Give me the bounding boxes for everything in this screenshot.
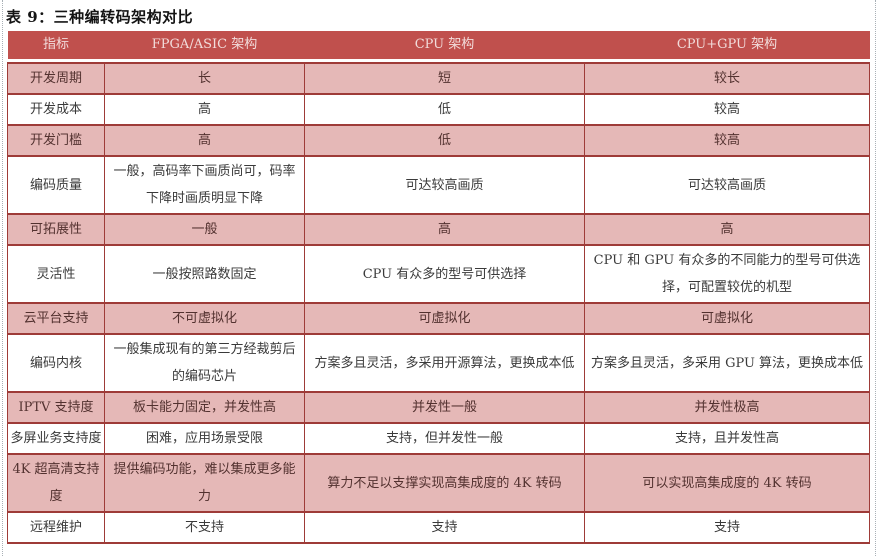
- row-label: 远程维护: [7, 511, 105, 544]
- cell-cpu-gpu: 高: [584, 213, 870, 246]
- cell-cpu: 方案多且灵活，多采用开源算法，更换成本低: [304, 333, 585, 393]
- cell-cpu: 支持: [304, 511, 585, 544]
- cell-cpu: 低: [304, 124, 585, 157]
- cell-fpga-asic: 困难，应用场景受限: [104, 422, 305, 455]
- row-label: 多屏业务支持度: [7, 422, 105, 455]
- cell-cpu-gpu: 可虚拟化: [584, 302, 870, 335]
- table-row: 灵活性 一般按照路数固定 CPU 有众多的型号可供选择 CPU 和 GPU 有众多的不…: [7, 244, 870, 304]
- table-body: 开发周期长短较长 开发成本高低较高 开发门槛高低较高 编码质量 一般，高码率下画质尚可，…: [7, 62, 870, 544]
- cell-cpu: 算力不足以支撑实现高集成度的 4K 转码: [304, 453, 585, 513]
- table-row: 4K 超高清支持度 提供编码功能，难以集成更多能力 算力不足以支撑实现高集成度的 4…: [7, 453, 870, 513]
- cell-fpga-asic: 一般按照路数固定: [104, 244, 305, 304]
- cell-cpu-gpu: 并发性极高: [584, 391, 870, 424]
- page-right-edge-line: [875, 0, 876, 556]
- header-gap-cell: [7, 59, 870, 63]
- cell-cpu: 高: [304, 213, 585, 246]
- cell-fpga-asic: 一般: [104, 213, 305, 246]
- table-row: 开发周期长短较长: [7, 62, 870, 95]
- table-row: 云平台支持 不可虚拟化 可虚拟化 可虚拟化: [7, 302, 870, 335]
- row-label: 4K 超高清支持度: [7, 453, 105, 513]
- cell-fpga-asic: 不支持: [104, 511, 305, 544]
- cell-cpu-gpu: 较长: [584, 62, 870, 95]
- row-label: 编码内核: [7, 333, 105, 393]
- row-label: 可拓展性: [7, 213, 105, 246]
- cell-cpu: 低: [304, 93, 585, 126]
- row-label: 灵活性: [7, 244, 105, 304]
- table-row: 编码质量 一般，高码率下画质尚可，码率下降时画质明显下降 可达较高画质 可达较高画质: [7, 155, 870, 215]
- header-metric: 指标: [7, 31, 105, 59]
- cell-fpga-asic: 高: [104, 93, 305, 126]
- cell-cpu-gpu: 可达较高画质: [584, 155, 870, 215]
- cell-cpu-gpu: 较高: [584, 124, 870, 157]
- table-row: 开发成本高低较高: [7, 93, 870, 126]
- cell-fpga-asic: 长: [104, 62, 305, 95]
- table-row: 编码内核 一般集成现有的第三方经裁剪后的编码芯片 方案多且灵活，多采用开源算法，更换…: [7, 333, 870, 393]
- row-label: 云平台支持: [7, 302, 105, 335]
- cell-cpu: 短: [304, 62, 585, 95]
- cell-cpu: 支持，但并发性一般: [304, 422, 585, 455]
- cell-cpu-gpu: 支持: [584, 511, 870, 544]
- cell-cpu-gpu: CPU 和 GPU 有众多的不同能力的型号可供选择，可配置较优的机型: [584, 244, 870, 304]
- header-row: 指标 FPGA/ASIC 架构 CPU 架构 CPU+GPU 架构: [7, 31, 870, 59]
- page-left-edge-line: [2, 0, 3, 556]
- header-fpga-asic: FPGA/ASIC 架构: [104, 31, 305, 59]
- cell-fpga-asic: 高: [104, 124, 305, 157]
- cell-fpga-asic: 不可虚拟化: [104, 302, 305, 335]
- row-label: 开发门槛: [7, 124, 105, 157]
- row-label: 开发周期: [7, 62, 105, 95]
- table-row: 可拓展性 一般高高: [7, 213, 870, 246]
- table-row: IPTV 支持度 板卡能力固定，并发性高 并发性一般 并发性极高: [7, 391, 870, 424]
- header-cpu-gpu: CPU+GPU 架构: [584, 31, 870, 59]
- cell-cpu-gpu: 较高: [584, 93, 870, 126]
- architecture-comparison-table: 指标 FPGA/ASIC 架构 CPU 架构 CPU+GPU 架构 开发周期长短…: [7, 31, 870, 544]
- cell-fpga-asic: 一般集成现有的第三方经裁剪后的编码芯片: [104, 333, 305, 393]
- cell-cpu: 并发性一般: [304, 391, 585, 424]
- cell-cpu-gpu: 支持，且并发性高: [584, 422, 870, 455]
- header-cpu: CPU 架构: [304, 31, 585, 59]
- header-gap: [7, 59, 870, 63]
- cell-fpga-asic: 板卡能力固定，并发性高: [104, 391, 305, 424]
- row-label: 编码质量: [7, 155, 105, 215]
- table-header: 指标 FPGA/ASIC 架构 CPU 架构 CPU+GPU 架构: [7, 31, 870, 63]
- cell-fpga-asic: 一般，高码率下画质尚可，码率下降时画质明显下降: [104, 155, 305, 215]
- cell-cpu: 可虚拟化: [304, 302, 585, 335]
- cell-fpga-asic: 提供编码功能，难以集成更多能力: [104, 453, 305, 513]
- row-label: 开发成本: [7, 93, 105, 126]
- row-label: IPTV 支持度: [7, 391, 105, 424]
- cell-cpu-gpu: 方案多且灵活，多采用 GPU 算法，更换成本低: [584, 333, 870, 393]
- table-row: 开发门槛高低较高: [7, 124, 870, 157]
- cell-cpu: 可达较高画质: [304, 155, 585, 215]
- table-row: 远程维护 不支持 支持 支持: [7, 511, 870, 544]
- table-caption: 表 9：三种编转码架构对比: [6, 8, 194, 26]
- table-row: 多屏业务支持度 困难，应用场景受限 支持，但并发性一般 支持，且并发性高: [7, 422, 870, 455]
- cell-cpu-gpu: 可以实现高集成度的 4K 转码: [584, 453, 870, 513]
- cell-cpu: CPU 有众多的型号可供选择: [304, 244, 585, 304]
